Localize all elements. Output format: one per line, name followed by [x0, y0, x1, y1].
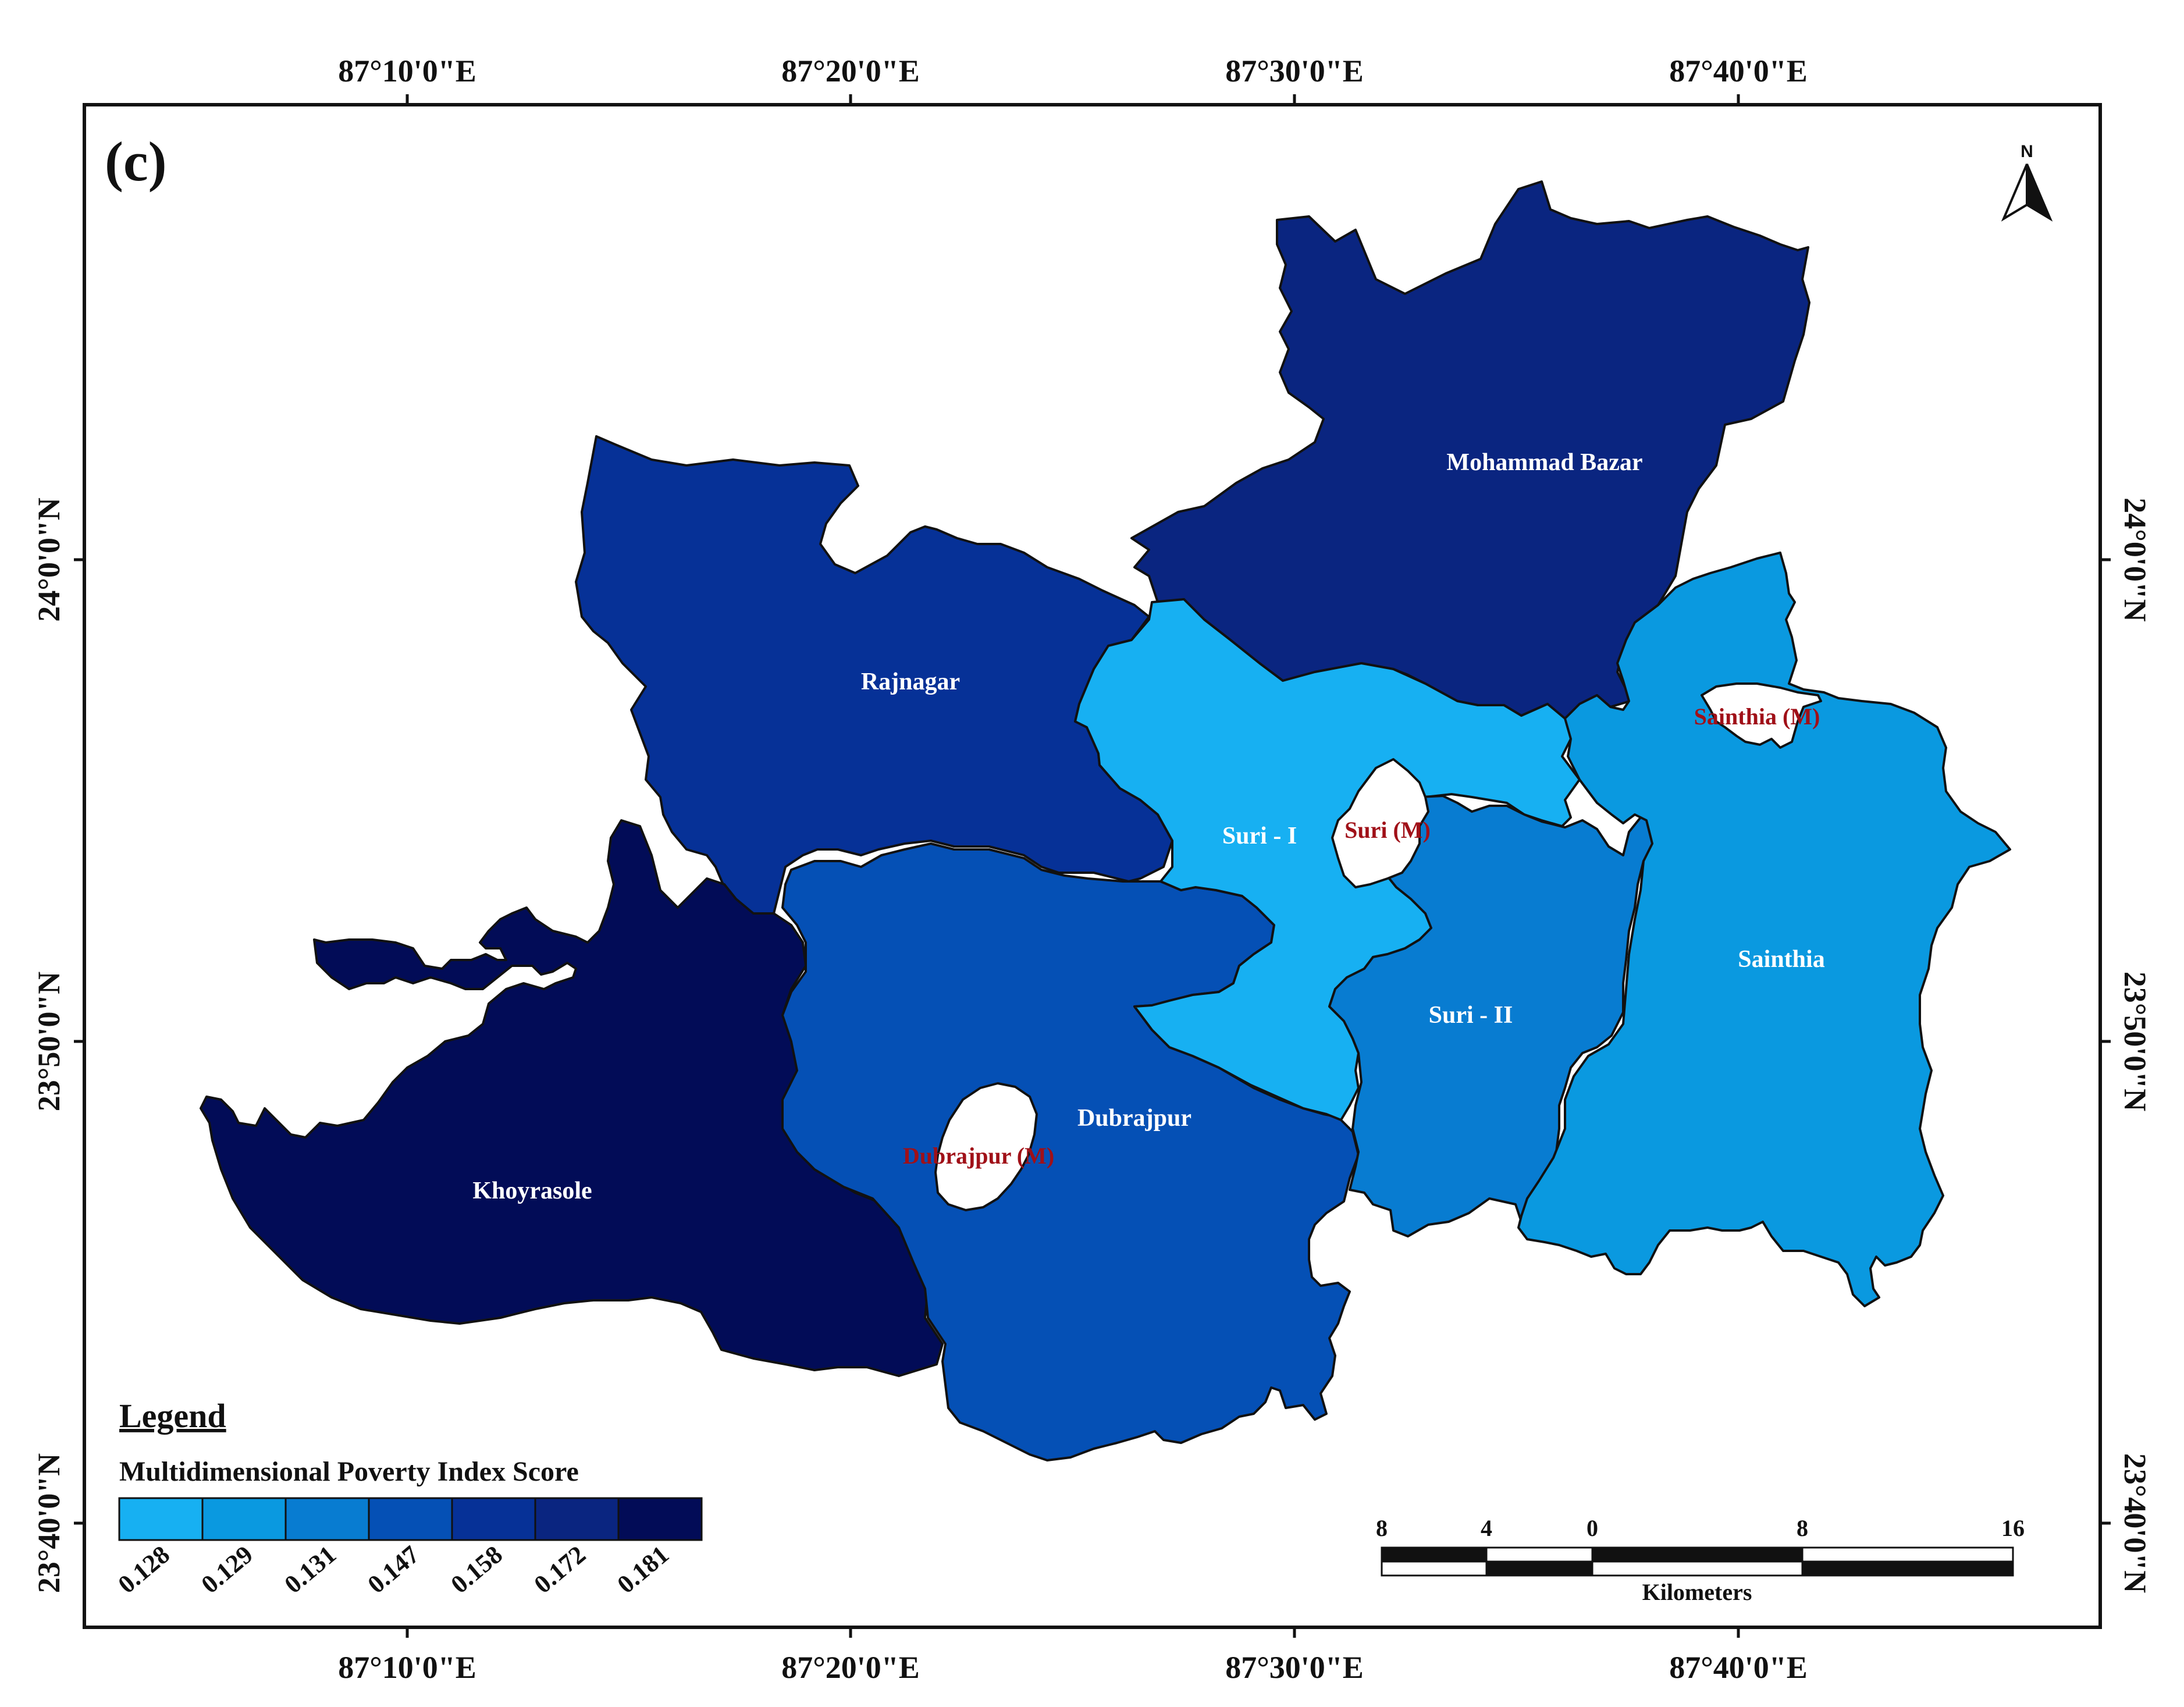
legend-swatch — [368, 1497, 453, 1541]
scale-segment — [1801, 1546, 2014, 1563]
scale-label: 8 — [1797, 1515, 1808, 1541]
panel-label: (c) — [105, 130, 167, 193]
municipality-dubrajpur — [934, 1082, 1038, 1211]
bottom-tick-label: 87°40'0"E — [1669, 1650, 1808, 1685]
legend-swatch — [284, 1497, 370, 1541]
north-arrow-icon: N — [2001, 142, 2053, 222]
district-label-suri-ii: Suri - II — [1429, 1002, 1513, 1029]
north-label: N — [2021, 142, 2033, 161]
right-tick-label: 24°0'0"N — [2118, 497, 2153, 622]
bottom-tick-label: 87°10'0"E — [338, 1650, 476, 1685]
legend-swatch — [118, 1497, 204, 1541]
top-tick-label: 87°20'0"E — [781, 54, 920, 88]
scale-label: 8 — [1376, 1515, 1388, 1541]
municipality-label-suri: Suri (M) — [1344, 817, 1431, 843]
scale-segment — [1591, 1560, 1804, 1577]
legend-swatch — [617, 1497, 703, 1541]
district-rajnagar — [575, 435, 1173, 938]
district-mohammad-bazar — [1130, 180, 1810, 720]
scale-label: 4 — [1481, 1515, 1492, 1541]
top-tick-marks — [74, 94, 2111, 1638]
scale-unit: Kilometers — [1642, 1579, 1752, 1605]
scale-segment — [1381, 1546, 1488, 1563]
district-suri-ii — [1328, 795, 1656, 1237]
bottom-tick-label: 87°30'0"E — [1225, 1650, 1364, 1685]
legend-swatch — [201, 1497, 287, 1541]
scale-segment — [1485, 1560, 1593, 1577]
top-tick-label: 87°30'0"E — [1225, 54, 1364, 88]
municipality-label-dubrajpur: Dubrajpur (M) — [903, 1143, 1054, 1169]
right-tick-label: 23°40'0"N — [2118, 1453, 2153, 1594]
scale-label: 0 — [1587, 1515, 1598, 1541]
bottom-tick-label: 87°20'0"E — [781, 1650, 920, 1685]
municipality-suri — [1331, 758, 1429, 888]
top-tick-label: 87°40'0"E — [1669, 54, 1808, 88]
district-sainthia — [1517, 552, 2011, 1307]
left-tick-label: 23°50'0"N — [31, 972, 66, 1112]
left-tick-label: 24°0'0"N — [31, 497, 66, 622]
scale-segment — [1591, 1546, 1804, 1563]
scale-label: 16 — [2001, 1515, 2025, 1541]
scale-segment — [1485, 1546, 1593, 1563]
legend-swatch — [451, 1497, 536, 1541]
legend-swatch — [534, 1497, 620, 1541]
legend-title: Legend — [119, 1397, 226, 1435]
right-tick-label: 23°50'0"N — [2118, 972, 2153, 1112]
legend-subtitle: Multidimensional Poverty Index Score — [119, 1456, 579, 1487]
scale-segment — [1801, 1560, 2014, 1577]
district-label-rajnagar: Rajnagar — [861, 668, 960, 695]
municipality-sainthia — [1701, 682, 1822, 749]
top-tick-label: 87°10'0"E — [338, 54, 476, 88]
district-label-khoyrasole: Khoyrasole — [472, 1178, 592, 1204]
scale-bar: 8 4 0 8 16 Kilometers — [1376, 1515, 2025, 1605]
district-label-sainthia: Sainthia — [1738, 946, 1824, 973]
district-label-mohammad-bazar: Mohammad Bazar — [1446, 449, 1642, 476]
district-label-dubrajpur: Dubrajpur — [1077, 1105, 1191, 1132]
left-tick-label: 23°40'0"N — [31, 1453, 66, 1594]
district-label-suri-i: Suri - I — [1222, 823, 1297, 849]
municipality-label-sainthia: Sainthia (M) — [1694, 703, 1820, 730]
scale-segment — [1381, 1560, 1488, 1577]
